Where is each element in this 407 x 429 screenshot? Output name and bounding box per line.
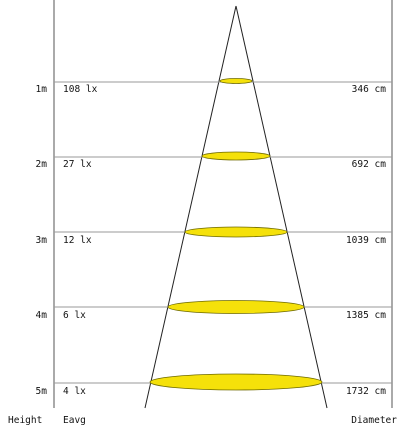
row-1m: 1m 108 lx 346 cm: [36, 84, 387, 95]
cone-right-edge: [235, 5, 328, 409]
light-spots: [149, 78, 323, 391]
light-spot-4m: [167, 300, 305, 314]
height-label: 3m: [36, 235, 48, 246]
eavg-value: 4 lx: [63, 386, 86, 397]
eavg-value: 12 lx: [63, 235, 92, 246]
row-4m: 4m 6 lx 1385 cm: [36, 310, 387, 321]
cone-left-edge: [144, 5, 237, 409]
eavg-value: 108 lx: [63, 84, 98, 95]
row-2m: 2m 27 lx 692 cm: [36, 159, 387, 170]
diameter-value: 1039 cm: [346, 235, 386, 246]
eavg-value: 6 lx: [63, 310, 86, 321]
light-spot-5m: [149, 373, 323, 391]
height-label: 2m: [36, 159, 48, 170]
diameter-column-header: Diameter: [351, 415, 397, 426]
eavg-column-header: Eavg: [63, 415, 86, 426]
light-spot-1m: [219, 78, 253, 84]
eavg-value: 27 lx: [63, 159, 92, 170]
row-3m: 3m 12 lx 1039 cm: [36, 235, 387, 246]
row-5m: 5m 4 lx 1732 cm: [36, 386, 387, 397]
height-column-header: Height: [8, 415, 42, 426]
diameter-value: 1732 cm: [346, 386, 386, 397]
light-spot-2m: [201, 151, 271, 161]
height-label: 4m: [36, 310, 48, 321]
height-label: 1m: [36, 84, 48, 95]
height-label: 5m: [36, 386, 48, 397]
column-headers: Height Eavg Diameter: [8, 415, 397, 426]
diameter-value: 692 cm: [352, 159, 387, 170]
light-spot-3m: [184, 226, 288, 238]
diameter-value: 346 cm: [352, 84, 387, 95]
diameter-value: 1385 cm: [346, 310, 386, 321]
